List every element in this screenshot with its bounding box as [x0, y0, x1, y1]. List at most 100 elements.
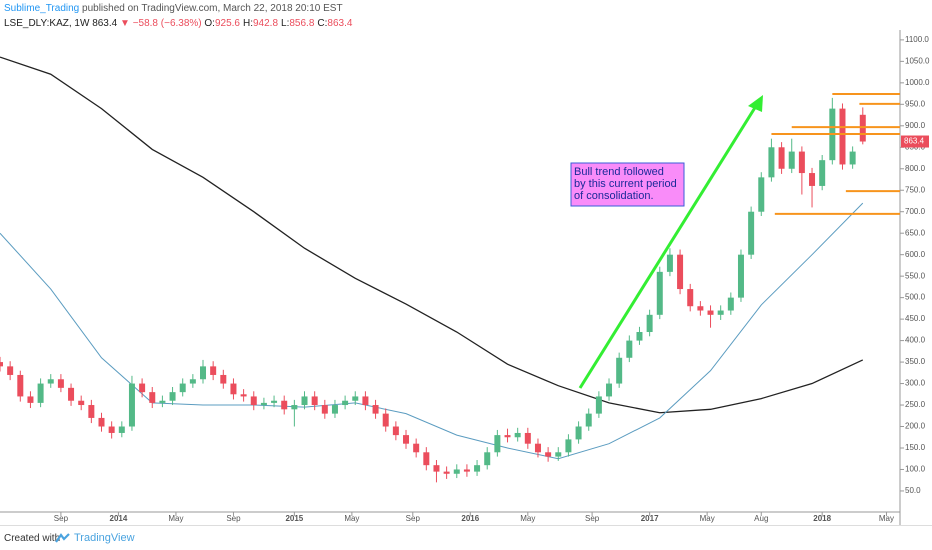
- candle-body: [656, 271, 663, 315]
- y-tick-label: 600.0: [905, 250, 926, 259]
- candle-body: [98, 417, 105, 427]
- candle-body: [555, 452, 562, 457]
- candle-body: [585, 413, 592, 427]
- candle-body: [27, 396, 34, 403]
- candle-body: [859, 114, 866, 142]
- candle-body: [342, 400, 349, 406]
- annotation-text: Bull trend followed: [574, 166, 664, 178]
- annotation-box: [570, 162, 685, 207]
- candle-body: [849, 151, 856, 165]
- ohlc-label: L:: [281, 18, 290, 29]
- symbol-line: LSE_DLY:KAZ, 1W 863.4 ▼ −58.8 (−6.38%) O…: [4, 18, 355, 29]
- candle-body: [362, 396, 369, 406]
- candle-body: [727, 297, 734, 311]
- trend-arrow-head: [748, 95, 763, 112]
- y-tick-label: 50.0: [905, 486, 921, 495]
- candle-body: [717, 310, 724, 315]
- candle-body: [474, 465, 481, 472]
- chart: 50.0 100.0 150.0 200.0 250.0 300.0 350.0 400.0 4…: [0, 30, 930, 525]
- candle-body: [463, 469, 470, 472]
- candle-body: [118, 426, 125, 433]
- ohlc: O:925.6 H:942.8 L:856.8 C:863.4: [204, 18, 355, 29]
- author[interactable]: Sublime_Trading: [4, 3, 80, 14]
- brand[interactable]: TradingView: [74, 532, 135, 544]
- x-tick-label: Aug: [754, 514, 768, 523]
- candle-body: [798, 151, 805, 174]
- candle-body: [271, 400, 278, 403]
- candle-body: [413, 443, 420, 453]
- candle-body: [250, 396, 257, 406]
- candle-body: [809, 173, 816, 186]
- candle-body: [47, 379, 54, 384]
- y-tick-label: 750.0: [905, 185, 926, 194]
- y-tick-label: 950.0: [905, 99, 926, 108]
- candle-body: [707, 310, 714, 315]
- candle-body: [819, 160, 826, 186]
- candle-body: [331, 405, 338, 414]
- y-tick-label: 250.0: [905, 400, 926, 409]
- price: 863.4: [92, 18, 118, 29]
- candle-body: [403, 435, 410, 444]
- y-tick-label: 350.0: [905, 357, 926, 366]
- candle-body: [17, 374, 24, 397]
- y-tick-label: 100.0: [905, 465, 926, 474]
- candle-body: [575, 426, 582, 440]
- candle-body: [179, 383, 186, 393]
- y-tick-label: 200.0: [905, 422, 926, 431]
- y-tick-label: 1000.0: [905, 78, 930, 87]
- candle-body: [748, 211, 755, 255]
- candle-body: [697, 306, 704, 311]
- candle-body: [88, 405, 95, 418]
- candle-body: [768, 147, 775, 178]
- candle-body: [159, 400, 166, 403]
- candle-body: [646, 314, 653, 333]
- moving-average: [0, 56, 864, 414]
- candle-body: [392, 426, 399, 436]
- ohlc-value: 925.6: [214, 18, 240, 29]
- price-tag-label: 863.4: [904, 137, 925, 146]
- x-tick-label: Sep: [54, 514, 69, 523]
- y-tick-label: 450.0: [905, 314, 926, 323]
- candle-body: [504, 435, 511, 438]
- candle-body: [839, 108, 846, 165]
- x-tick-label: May: [879, 514, 894, 523]
- candle-body: [200, 366, 207, 380]
- ohlc-label: C:: [317, 18, 328, 29]
- trend-arrow: [578, 105, 758, 389]
- candle-body: [636, 332, 643, 341]
- x-tick-label: May: [520, 514, 535, 523]
- candle-body: [240, 394, 247, 397]
- candle-body: [281, 400, 288, 410]
- y-tick-label: 400.0: [905, 336, 926, 345]
- candle-body: [484, 452, 491, 466]
- x-tick-label: 2016: [461, 514, 479, 523]
- x-tick-label: 2014: [110, 514, 128, 523]
- ohlc-value: 863.4: [327, 18, 353, 29]
- change: −58.8 (−6.38%): [132, 18, 202, 29]
- candle-body: [595, 396, 602, 414]
- annotation-text: of consolidation.: [574, 190, 654, 202]
- x-tick-label: May: [168, 514, 183, 523]
- published: published on TradingView.com, March 22, …: [82, 3, 343, 14]
- candle-body: [788, 151, 795, 169]
- candle-body: [626, 340, 633, 358]
- candle-body: [494, 435, 501, 453]
- candle-body: [758, 177, 765, 212]
- candle-body: [616, 357, 623, 384]
- ohlc-value: 856.8: [289, 18, 315, 29]
- candle-body: [565, 439, 572, 453]
- candle-body: [372, 405, 379, 414]
- ohlc-value: 942.8: [253, 18, 279, 29]
- candle-body: [210, 366, 217, 375]
- y-tick-label: 1100.0: [905, 35, 929, 44]
- candle-body: [433, 465, 440, 472]
- candle-body: [382, 413, 389, 427]
- moving-average: [0, 202, 864, 460]
- x-tick-label: Sep: [226, 514, 241, 523]
- candle-body: [606, 383, 613, 397]
- candle-body: [423, 452, 430, 466]
- created-with: Created with: [4, 533, 61, 544]
- candle-body: [443, 471, 450, 474]
- candle-body: [291, 405, 298, 410]
